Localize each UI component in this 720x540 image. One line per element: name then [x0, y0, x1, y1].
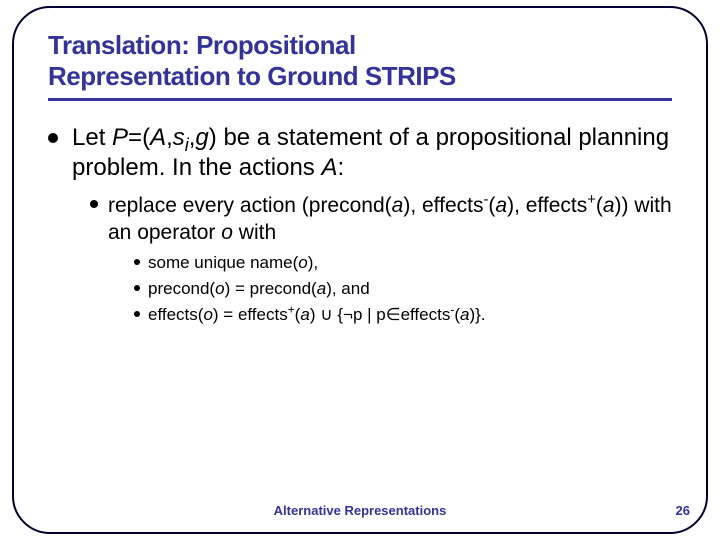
var-P: P: [112, 124, 128, 151]
disc-bullet-icon: [48, 133, 58, 143]
var-a: a: [495, 194, 507, 217]
var-o: o: [298, 253, 307, 272]
t: precond(: [148, 279, 215, 298]
var-a: a: [300, 305, 309, 324]
var-a: a: [392, 194, 404, 217]
lvl3-text-3: effects(o) = effects+(a) ∪ {¬p | p∈effec…: [148, 304, 486, 326]
disc-bullet-icon: [134, 285, 140, 291]
title-line-1: Translation: Propositional: [48, 30, 356, 60]
page-number: 26: [676, 503, 690, 518]
lvl3-text-2: precond(o) = precond(a), and: [148, 278, 370, 300]
t: =(: [128, 124, 150, 151]
title-underline: [48, 98, 672, 101]
lvl2-text: replace every action (precond(a), effect…: [108, 193, 672, 246]
var-A: A: [150, 124, 166, 151]
t: :: [337, 154, 344, 181]
var-o: o: [215, 279, 224, 298]
bullet-level-3: some unique name(o),: [134, 252, 672, 274]
bullet-level-2: replace every action (precond(a), effect…: [90, 193, 672, 246]
t: ) = precond(: [225, 279, 317, 298]
t: ) ∪ {¬p | p: [310, 305, 386, 324]
t: )}.: [469, 305, 485, 324]
t: ), effects: [403, 194, 483, 217]
var-s: s: [173, 124, 185, 151]
bullet-level-3: precond(o) = precond(a), and: [134, 278, 672, 300]
sup-plus: +: [288, 302, 295, 316]
var-g: g: [195, 124, 208, 151]
var-a: a: [603, 194, 615, 217]
bullet-level-1: Let P=(A,si,g) be a statement of a propo…: [48, 123, 672, 183]
t: (: [596, 194, 603, 217]
t: ) = effects: [213, 305, 288, 324]
sup-plus: +: [587, 192, 596, 208]
var-o: o: [203, 305, 212, 324]
t: replace every action (precond(: [108, 194, 392, 217]
t: with: [233, 221, 276, 244]
disc-bullet-icon: [134, 259, 140, 265]
t: ), and: [326, 279, 369, 298]
t: some unique name(: [148, 253, 298, 272]
slide-content: Translation: Propositional Representatio…: [48, 30, 672, 510]
slide-title: Translation: Propositional Representatio…: [48, 30, 672, 92]
lvl1-text: Let P=(A,si,g) be a statement of a propo…: [72, 123, 672, 183]
t: ),: [308, 253, 318, 272]
var-A: A: [321, 154, 337, 181]
disc-bullet-icon: [90, 200, 98, 208]
lvl3-text-1: some unique name(o),: [148, 252, 318, 274]
bullet-level-3: effects(o) = effects+(a) ∪ {¬p | p∈effec…: [134, 304, 672, 326]
element-of-symbol: ∈: [386, 305, 401, 324]
t: ,: [166, 124, 173, 151]
title-line-2: Representation to Ground STRIPS: [48, 61, 456, 91]
t: effects(: [148, 305, 203, 324]
var-a: a: [317, 279, 326, 298]
t: ), effects: [507, 194, 587, 217]
t: effects: [401, 305, 451, 324]
t: Let: [72, 124, 112, 151]
var-o: o: [221, 221, 233, 244]
disc-bullet-icon: [134, 311, 140, 317]
footer-title: Alternative Representations: [0, 503, 720, 518]
